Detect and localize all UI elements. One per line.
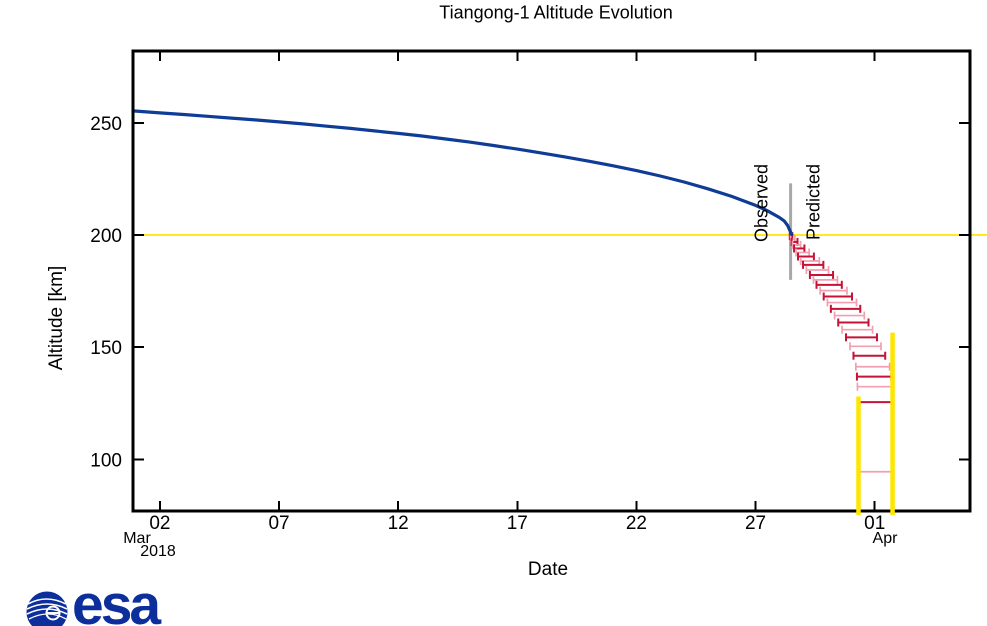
esa-emblem-icon xyxy=(26,591,68,626)
y-tick-label: 100 xyxy=(90,450,122,471)
chart-title: Tiangong-1 Altitude Evolution xyxy=(439,2,673,23)
x-tick-label: 01 xyxy=(864,513,885,534)
x-axis-month-label-apr: Apr xyxy=(872,530,898,547)
x-tick-label: 27 xyxy=(745,513,766,534)
esa-logo: esa xyxy=(26,577,206,626)
x-axis-title: Date xyxy=(527,559,569,580)
y-tick-label: 150 xyxy=(90,338,122,359)
predicted-label: Predicted xyxy=(803,163,824,241)
x-tick-label: 12 xyxy=(388,513,409,534)
esa-logo-text: esa xyxy=(72,573,161,626)
observed-altitude-curve xyxy=(131,109,794,237)
x-axis-year-label: 2018 xyxy=(140,543,176,560)
observed-label: Observed xyxy=(751,163,772,243)
x-tick-label: 17 xyxy=(507,513,528,534)
plot-border xyxy=(131,49,972,513)
y-tick-label: 200 xyxy=(90,226,122,247)
y-axis-title: Altitude [km] xyxy=(46,265,67,371)
y-tick-label: 250 xyxy=(90,114,122,135)
x-tick-label: 22 xyxy=(626,513,647,534)
x-tick-label: 07 xyxy=(268,513,289,534)
x-tick-label: 02 xyxy=(149,513,170,534)
x-axis-month-label-mar: Mar xyxy=(123,530,151,547)
